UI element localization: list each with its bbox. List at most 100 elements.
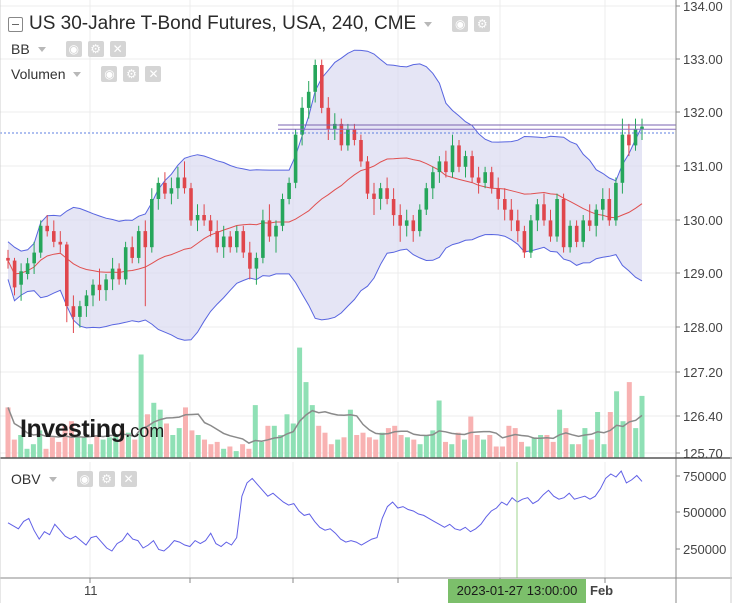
lower-band-line	[7, 233, 643, 341]
volume-bar	[500, 446, 505, 458]
chevron-down-icon[interactable]	[48, 476, 57, 482]
candle-body	[293, 134, 298, 183]
candle-body	[71, 306, 76, 317]
volume-bar	[569, 444, 575, 458]
volume-bar	[392, 425, 398, 458]
volume-bar	[309, 405, 315, 458]
volume-bar	[493, 446, 499, 458]
candle-body	[424, 188, 429, 210]
collapse-icon[interactable]	[8, 16, 23, 32]
volume-bar	[271, 425, 277, 458]
candle-body	[320, 65, 324, 108]
volume-bar	[620, 421, 626, 458]
volume-bar	[595, 412, 601, 458]
close-icon[interactable]: ✕	[109, 41, 126, 57]
candle-body	[378, 188, 383, 199]
obv-tick-label: 750000	[683, 469, 726, 484]
candle-body	[280, 199, 285, 226]
candle-body	[476, 177, 481, 183]
candle-body	[594, 209, 599, 226]
volume-bar	[126, 432, 131, 458]
volume-bar	[189, 430, 195, 458]
x-tick-label: 11	[84, 583, 98, 598]
volume-bar	[297, 347, 303, 458]
chart-title-bar: US 30-Jahre T-Bond Futures, USA, 240, CM…	[8, 13, 491, 35]
candle-body	[12, 260, 17, 288]
volume-bar	[550, 441, 556, 458]
gear-icon[interactable]: ⚙	[87, 41, 104, 57]
volume-bar	[37, 430, 43, 458]
candle-body	[326, 107, 331, 130]
volume-bar	[18, 435, 24, 458]
volume-bar	[316, 425, 322, 458]
candle-body	[52, 231, 56, 242]
price-tick-label: 131.00	[683, 159, 723, 174]
volume-bar	[373, 439, 379, 458]
volume-bar	[423, 435, 429, 458]
eye-icon[interactable]: ◉	[452, 16, 469, 32]
candle-body	[339, 123, 344, 146]
volume-bar	[113, 435, 119, 458]
candle-body	[208, 220, 213, 232]
gear-icon[interactable]: ⚙	[123, 66, 140, 82]
candle-body	[19, 271, 23, 285]
price-tick-label: 126.40	[683, 409, 723, 424]
volume-bar	[398, 435, 404, 458]
candle-body	[581, 220, 585, 242]
volume-bar	[81, 437, 87, 458]
eye-icon[interactable]: ◉	[101, 66, 118, 82]
bb-indicator-header: BB ◉ ⚙ ✕	[11, 41, 126, 57]
price-tick-label: 128.00	[683, 320, 723, 335]
volume-bar	[582, 428, 588, 458]
candle-body	[601, 199, 605, 210]
candle-body	[235, 231, 239, 248]
gear-icon[interactable]: ⚙	[98, 471, 115, 487]
volume-bar	[132, 439, 138, 458]
volume-bar	[557, 409, 563, 458]
close-icon[interactable]: ✕	[145, 66, 162, 82]
eye-icon[interactable]: ◉	[76, 471, 93, 487]
candle-body	[176, 177, 180, 189]
volume-bar	[626, 382, 632, 458]
candle-body	[91, 284, 95, 296]
candle-body	[352, 129, 357, 140]
candle-body	[123, 247, 128, 280]
volume-bar	[639, 395, 645, 458]
candle-body	[470, 156, 474, 178]
volume-bar	[512, 428, 518, 458]
volume-bar	[366, 437, 372, 458]
chevron-down-icon[interactable]	[37, 46, 46, 52]
volume-bar	[360, 432, 366, 458]
volume-bar	[30, 444, 36, 458]
candle-body	[437, 161, 442, 173]
volume-bar	[481, 439, 486, 458]
candle-body	[267, 220, 272, 237]
volume-bar	[100, 439, 106, 458]
volume-bar	[417, 444, 423, 458]
chevron-down-icon[interactable]	[73, 71, 82, 77]
resistance-lines	[0, 124, 676, 134]
candle-body	[640, 126, 644, 130]
candle-body	[457, 145, 461, 167]
volume-bar	[436, 400, 442, 458]
eye-icon[interactable]: ◉	[65, 41, 82, 57]
candle-body	[568, 225, 572, 248]
candle-body	[65, 244, 69, 307]
candle-body	[104, 279, 108, 291]
candle-body	[535, 204, 540, 221]
chevron-down-icon[interactable]	[424, 21, 433, 27]
candle-body	[163, 182, 167, 194]
volume-bar	[430, 430, 436, 458]
candle-body	[391, 199, 396, 216]
gear-icon[interactable]: ⚙	[474, 16, 491, 32]
candle-body	[202, 215, 206, 221]
close-icon[interactable]: ✕	[120, 471, 137, 487]
volume-bar	[170, 435, 176, 458]
volume-indicator-header: Volumen ◉ ⚙ ✕	[11, 66, 162, 82]
volume-bar	[227, 446, 233, 458]
candle-body	[385, 188, 389, 199]
volume-bar	[519, 441, 524, 458]
volume-bar	[385, 428, 391, 458]
